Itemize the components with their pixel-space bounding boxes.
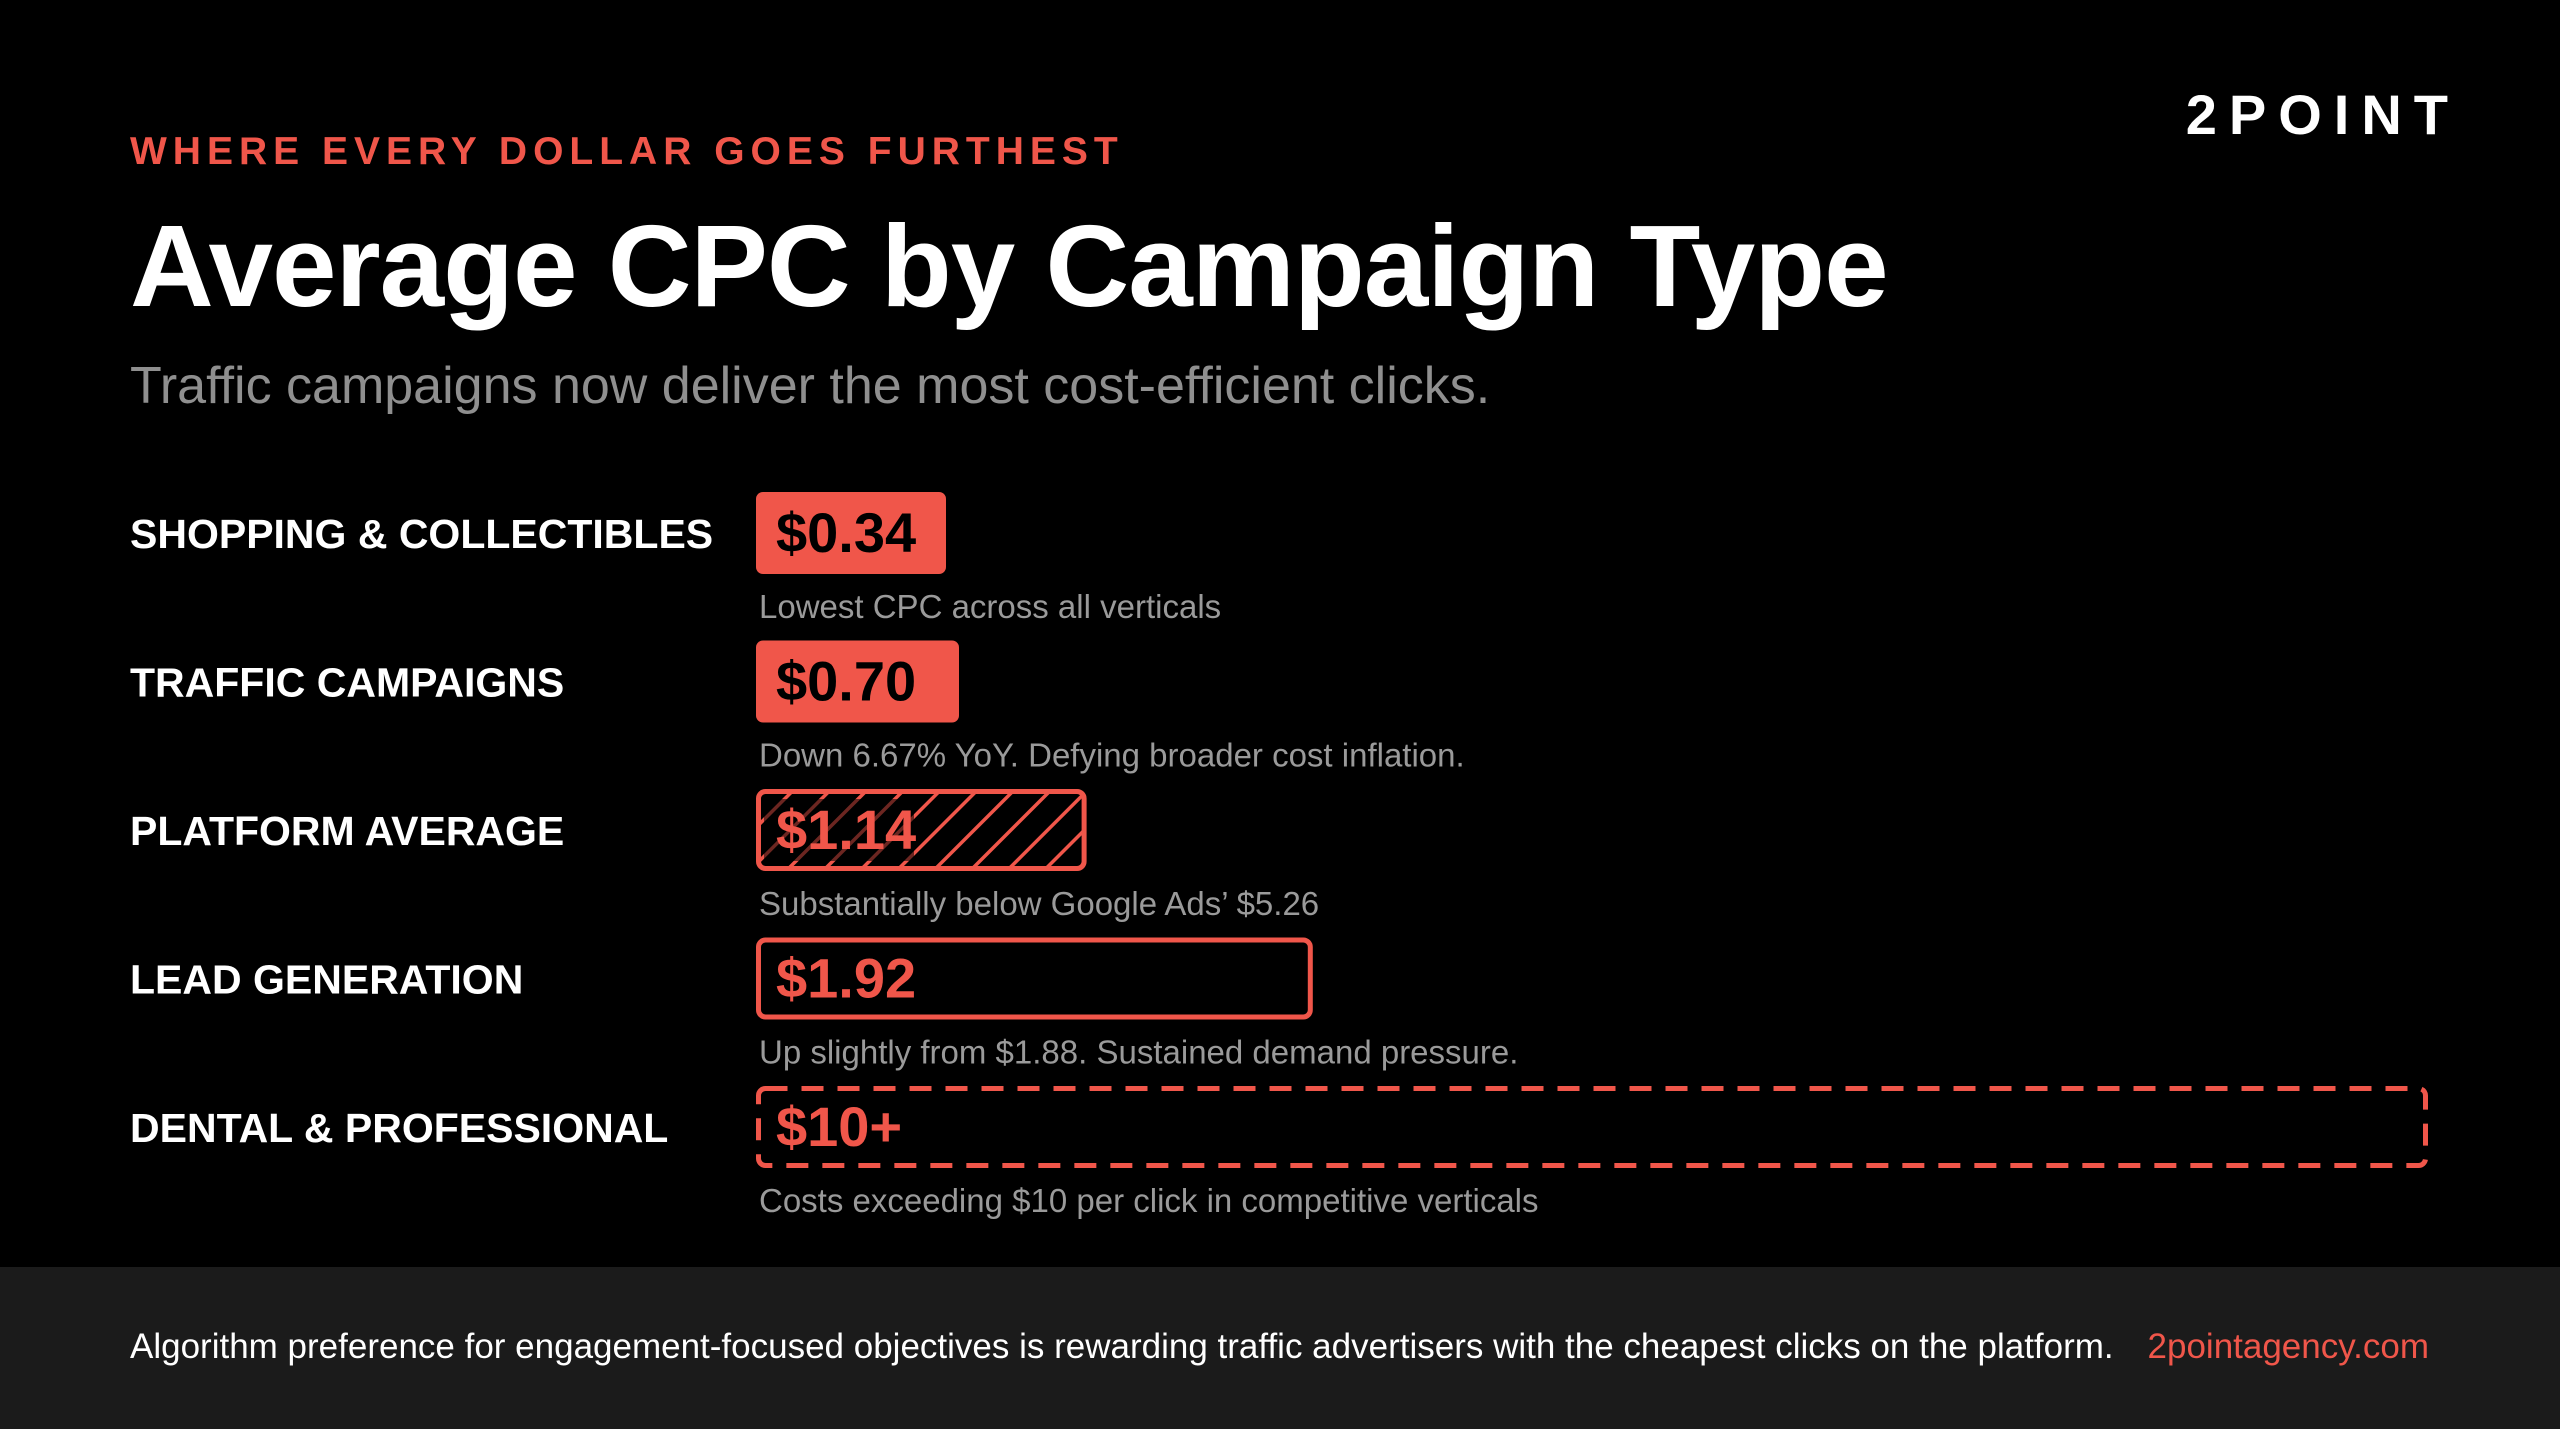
footer: Algorithm preference for engagement-focu… <box>0 1267 2560 1429</box>
footer-text: Algorithm preference for engagement-focu… <box>130 1327 2114 1366</box>
bar <box>756 937 1313 1020</box>
category-label: DENTAL & PROFESSIONAL <box>130 1105 668 1151</box>
bar-annotation: Up slightly from $1.88. Sustained demand… <box>759 1034 1518 1071</box>
bar-annotation: Substantially below Google Ads’ $5.26 <box>759 885 1319 922</box>
page-subtitle: Traffic campaigns now deliver the most c… <box>130 357 1491 415</box>
bar <box>756 1086 2428 1168</box>
value-label: $1.14 <box>776 798 916 861</box>
chart-rows: SHOPPING & COLLECTIBLES $0.34 Lowest CPC a… <box>130 492 2428 1219</box>
value-label: $10+ <box>776 1095 902 1158</box>
page-title: Average CPC by Campaign Type <box>130 201 1889 331</box>
value-label-backdrop <box>764 799 914 861</box>
value-label: $1.92 <box>776 947 916 1010</box>
bar-annotation: Down 6.67% YoY. Defying broader cost inf… <box>759 737 1465 774</box>
bar-annotation: Lowest CPC across all verticals <box>759 588 1221 625</box>
value-label: $0.70 <box>776 650 916 713</box>
category-label: SHOPPING & COLLECTIBLES <box>130 511 713 557</box>
footer-link[interactable]: 2pointagency.com <box>2147 1327 2429 1366</box>
bar <box>756 492 946 574</box>
bar <box>756 640 959 723</box>
bar-annotation: Costs exceeding $10 per click in competi… <box>759 1182 1539 1219</box>
eyebrow-heading: WHERE EVERY DOLLAR GOES FURTHEST <box>130 130 1124 173</box>
category-label: LEAD GENERATION <box>130 957 523 1003</box>
brand-logo: 2POINT <box>2185 83 2460 146</box>
category-label: TRAFFIC CAMPAIGNS <box>130 660 564 706</box>
category-label: PLATFORM AVERAGE <box>130 808 564 854</box>
value-label: $0.34 <box>776 501 916 564</box>
